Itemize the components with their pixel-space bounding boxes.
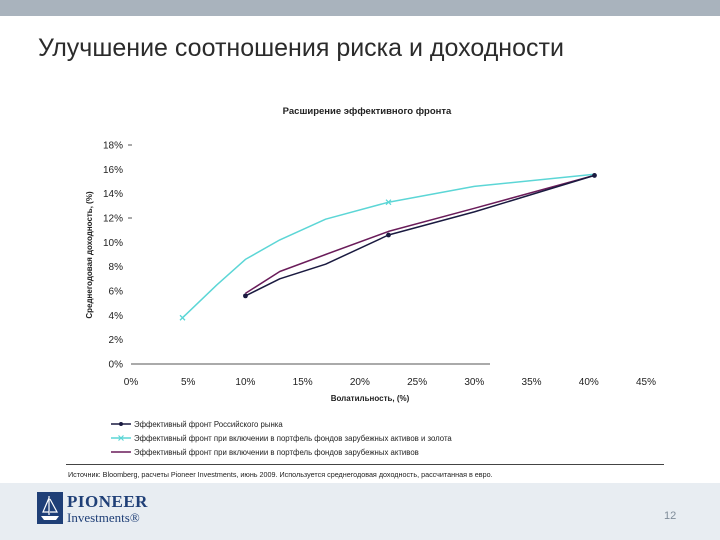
x-tick-label: 10% [235,377,255,388]
y-tick-label: 16% [103,165,123,176]
series-line-0 [245,174,595,297]
y-tick-label: 14% [103,189,123,200]
data-point-dot [243,293,248,299]
legend-label-2: Эффективный фронт при включении в портфе… [134,448,419,457]
x-tick-label: 20% [350,377,370,388]
x-tick-label: 35% [522,377,542,388]
x-axis-label: Волатильность, (%) [331,394,410,403]
risk-return-chart: Расширение эффективного фронта 0% 2% 4% 6% 8%… [85,106,656,457]
x-tick-label: 0% [124,377,139,388]
slide-title: Улучшение соотношения риска и доходности [38,34,564,62]
chart-title: Расширение эффективного фронта [283,106,452,117]
source-divider [66,464,664,465]
legend-marker-0 [119,422,123,426]
y-tick-label: 6% [109,287,124,298]
data-point-dot [386,232,391,238]
x-tick-label: 40% [579,377,599,388]
y-tick-label: 10% [103,238,123,249]
series-line-1 [181,173,595,319]
logo-subtitle: Investments® [67,510,140,525]
y-tick-label: 12% [103,214,123,225]
y-tick-label: 0% [109,360,124,371]
x-tick-label: 5% [181,377,196,388]
page-number: 12 [664,510,677,522]
footer-band [0,483,720,540]
legend-label-1: Эффективный фронт при включении в портфе… [134,434,452,443]
data-point-dot [592,173,597,178]
top-decor-bar [0,0,720,16]
x-tick-label: 25% [407,377,427,388]
x-tick-label: 15% [293,377,313,388]
y-tick-label: 2% [109,335,124,346]
legend-marker-1 [118,435,124,441]
series-line-2 [244,174,595,295]
y-tick-label: 18% [103,141,123,152]
legend-label-0: Эффективный фронт Российского рынка [134,420,283,429]
x-tick-label: 30% [464,377,484,388]
logo-wordmark: PIONEER [67,492,148,511]
data-point-x [385,199,392,206]
source-note: Источник: Bloomberg, расчеты Pioneer Inv… [68,470,493,479]
y-tick-label: 4% [109,311,124,322]
ship-logo-icon [37,492,63,524]
y-axis-label: Среднегодовая доходность, (%) [85,191,94,319]
y-tick-label: 8% [109,262,124,273]
x-tick-label: 45% [636,377,656,388]
data-point-x [179,314,186,321]
